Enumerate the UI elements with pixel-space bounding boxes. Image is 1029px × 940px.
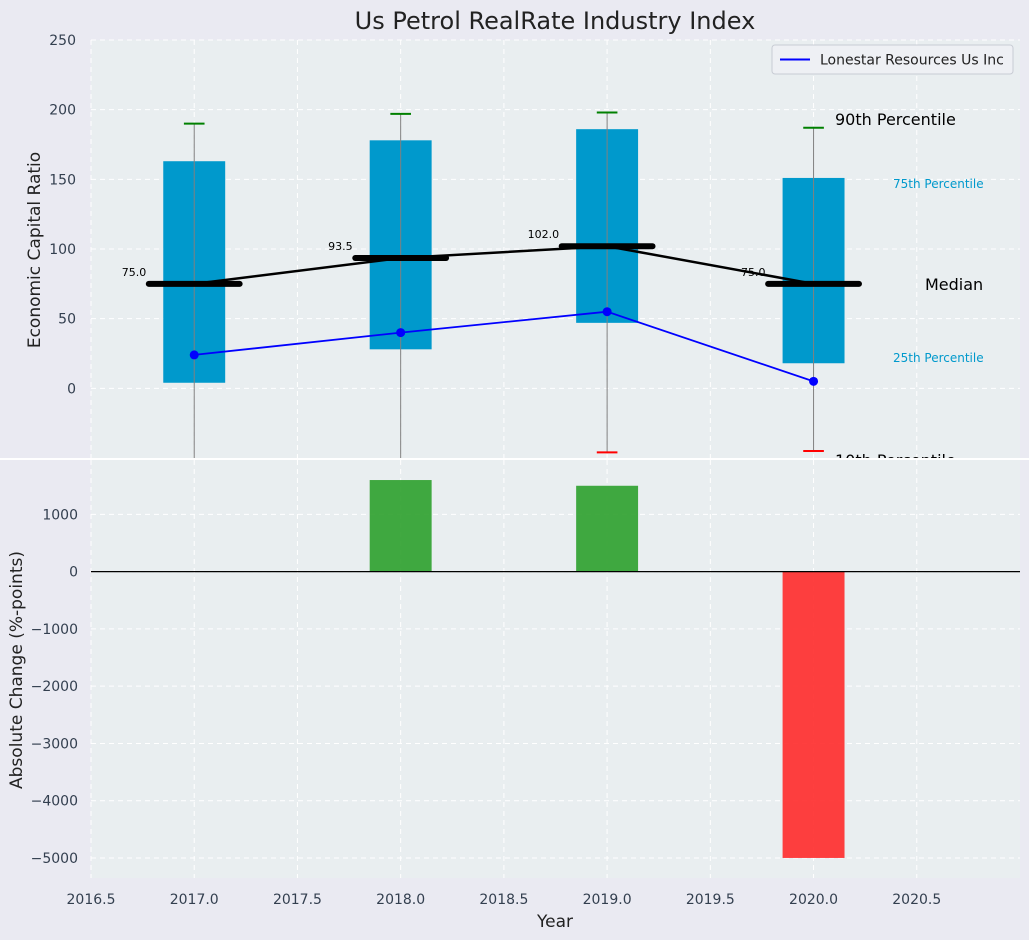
bottom-y-axis-label: Absolute Change (%-points) xyxy=(7,551,27,789)
top-y-tick-label: 250 xyxy=(49,33,76,49)
median-value-label: 75.0 xyxy=(122,266,147,279)
x-tick-label: 2017.0 xyxy=(170,892,219,908)
top-y-tick-label: 100 xyxy=(49,242,76,258)
median-value-label: 102.0 xyxy=(528,228,560,241)
bottom-y-tick-label: 0 xyxy=(69,565,78,581)
bottom-x-ticks: 2016.5 2017.0 2017.5 2018.0 2018.5 2019.0 2019… xyxy=(67,892,942,908)
x-tick-label: 2020.0 xyxy=(789,892,838,908)
company-series-point xyxy=(809,376,819,386)
bottom-y-tick-label: −5000 xyxy=(31,851,78,867)
label-25th-percentile: 25th Percentile xyxy=(893,351,984,365)
x-tick-label: 2019.0 xyxy=(583,892,632,908)
bottom-y-tick-label: −2000 xyxy=(31,679,78,695)
x-tick-label: 2020.5 xyxy=(892,892,941,908)
bottom-y-tick-label: −4000 xyxy=(31,794,78,810)
median-value-label: 75.0 xyxy=(741,266,766,279)
x-tick-label: 2018.0 xyxy=(376,892,425,908)
median-value-label: 93.5 xyxy=(328,240,353,253)
x-tick-label: 2019.5 xyxy=(686,892,735,908)
x-tick-label: 2017.5 xyxy=(273,892,322,908)
top-y-tick-label: 50 xyxy=(58,312,76,328)
top-y-tick-label: 0 xyxy=(67,381,76,397)
x-tick-label: 2016.5 xyxy=(67,892,116,908)
company-series-line xyxy=(194,310,814,383)
label-median: Median xyxy=(925,275,983,294)
bottom-chart-marks xyxy=(91,480,1020,858)
bottom-y-tick-label: −3000 xyxy=(31,736,78,752)
legend-box xyxy=(771,44,1014,75)
legend-label: Lonestar Resources Us Inc xyxy=(820,53,1004,69)
panel-divider xyxy=(0,458,1029,460)
bar-negative xyxy=(782,571,845,858)
top-chart-marks: 75.0 93.5 102.0 75.0 xyxy=(122,111,862,458)
chart-title: Us Petrol RealRate Industry Index xyxy=(355,7,756,35)
top-y-tick-label: 200 xyxy=(49,103,76,119)
top-y-tick-label: 150 xyxy=(49,172,76,188)
label-75th-percentile: 75th Percentile xyxy=(893,177,984,191)
legend: Lonestar Resources Us Inc xyxy=(771,44,1014,75)
bottom-y-ticks: −5000 −4000 −3000 −2000 −1000 0 1000 xyxy=(31,507,78,867)
bar-positive xyxy=(369,480,432,572)
top-y-axis-label: Economic Capital Ratio xyxy=(25,152,45,348)
bottom-y-tick-label: 1000 xyxy=(42,507,78,523)
x-axis-label: Year xyxy=(536,912,573,932)
bottom-y-tick-label: −1000 xyxy=(31,622,78,638)
median-trend-line xyxy=(194,244,814,286)
top-y-ticks: 0 50 100 150 200 250 xyxy=(49,33,76,397)
x-tick-label: 2018.5 xyxy=(479,892,528,908)
label-90th-percentile: 90th Percentile xyxy=(835,110,956,129)
bottom-plot-area xyxy=(91,460,1020,878)
company-series-point xyxy=(602,307,612,317)
bar-positive xyxy=(576,485,639,572)
company-series-point xyxy=(396,328,406,338)
company-series-point xyxy=(189,350,199,360)
